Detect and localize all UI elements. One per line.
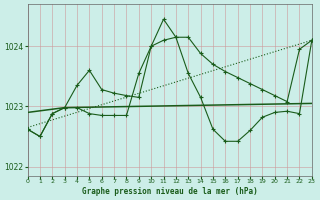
X-axis label: Graphe pression niveau de la mer (hPa): Graphe pression niveau de la mer (hPa): [82, 187, 258, 196]
